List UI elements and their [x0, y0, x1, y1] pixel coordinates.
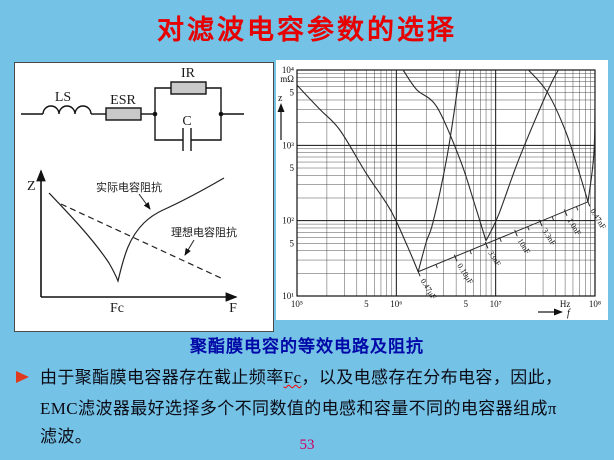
actual-impedance-label: 实际电容阻抗 — [96, 180, 162, 194]
body-line1-pre: 由于聚酯膜电容器存在截止频率 — [40, 368, 284, 387]
svg-text:10nF: 10nF — [516, 237, 533, 256]
svg-text:0.47μF: 0.47μF — [419, 277, 439, 302]
body-line1-post: ，以及电感存在分布电容，因此， — [301, 368, 563, 387]
capacitor-symbol — [182, 128, 192, 151]
body-line-2: EMC滤波器最好选择多个不同数值的电感和容量不同的电容器组成π — [40, 399, 557, 418]
ideal-impedance-label: 理想电容阻抗 — [171, 225, 237, 239]
ir-resistor-symbol — [170, 81, 207, 95]
svg-text:10⁶: 10⁶ — [390, 299, 402, 309]
ir-label: IR — [181, 66, 196, 81]
svg-text:5: 5 — [364, 299, 369, 309]
svg-text:5: 5 — [290, 238, 295, 248]
ideal-impedance-line — [60, 203, 224, 280]
svg-text:Hz: Hz — [560, 299, 571, 309]
svg-text:0.10μF: 0.10μF — [455, 262, 475, 287]
fc-term: Fc — [283, 368, 302, 387]
svg-text:z: z — [278, 93, 283, 104]
body-line-1: 由于聚酯膜电容器存在截止频率Fc，以及电感存在分布电容，因此， — [40, 363, 605, 388]
svg-text:5: 5 — [290, 88, 295, 98]
svg-text:10²: 10² — [282, 216, 294, 226]
svg-text:33nF: 33nF — [486, 249, 503, 268]
svg-text:5: 5 — [290, 163, 295, 173]
svg-text:1.0nF: 1.0nF — [565, 217, 583, 238]
svg-text:5: 5 — [464, 299, 469, 309]
page-number: 53 — [299, 437, 315, 453]
page-title: 对滤波电容参数的选择 — [157, 15, 457, 45]
svg-text:10¹: 10¹ — [282, 291, 294, 301]
inductor-symbol — [42, 105, 92, 115]
esr-label: ESR — [110, 93, 136, 108]
svg-text:10⁵: 10⁵ — [291, 299, 303, 309]
svg-text:mΩ: mΩ — [280, 74, 294, 84]
bullet-arrow-icon — [16, 371, 29, 383]
svg-text:f: f — [567, 308, 571, 319]
svg-text:10³: 10³ — [282, 140, 294, 150]
body-line-3: 滤波。 — [40, 427, 93, 446]
svg-text:10⁴: 10⁴ — [282, 65, 294, 75]
svg-text:0.47nF: 0.47nF — [588, 207, 608, 231]
impedance-chart-panel: 10⁵ 5 10⁶ 5 10⁷ Hz 10⁸ 10⁴ mΩ 5 10³ 5 10² 5 10¹ z f 0.47μ… — [276, 60, 608, 320]
circuit-and-sketch-figure: LS ESR IR C Z F Fc 实际电容阻抗 理想电容阻抗 — [21, 66, 244, 316]
actual-impedance-curve — [48, 177, 225, 283]
inductor-label: LS — [55, 90, 71, 105]
esr-resistor-symbol — [105, 107, 142, 121]
equivalent-circuit — [21, 81, 244, 151]
sketch-x-label: F — [229, 301, 237, 316]
svg-text:10⁷: 10⁷ — [490, 299, 502, 309]
actual-annotation-arrow — [138, 193, 151, 210]
figure-caption: 聚酯膜电容的等效电路及阻抗 — [190, 337, 424, 356]
circuit-panel: LS ESR IR C Z F Fc 实际电容阻抗 理想电容阻抗 — [14, 62, 274, 332]
ideal-annotation-arrow — [184, 239, 195, 256]
svg-text:10⁸: 10⁸ — [589, 299, 601, 309]
cap-label: C — [182, 114, 191, 129]
sketch-y-label: Z — [27, 179, 36, 194]
impedance-sketch — [36, 169, 238, 302]
sketch-fc-label: Fc — [110, 301, 124, 316]
